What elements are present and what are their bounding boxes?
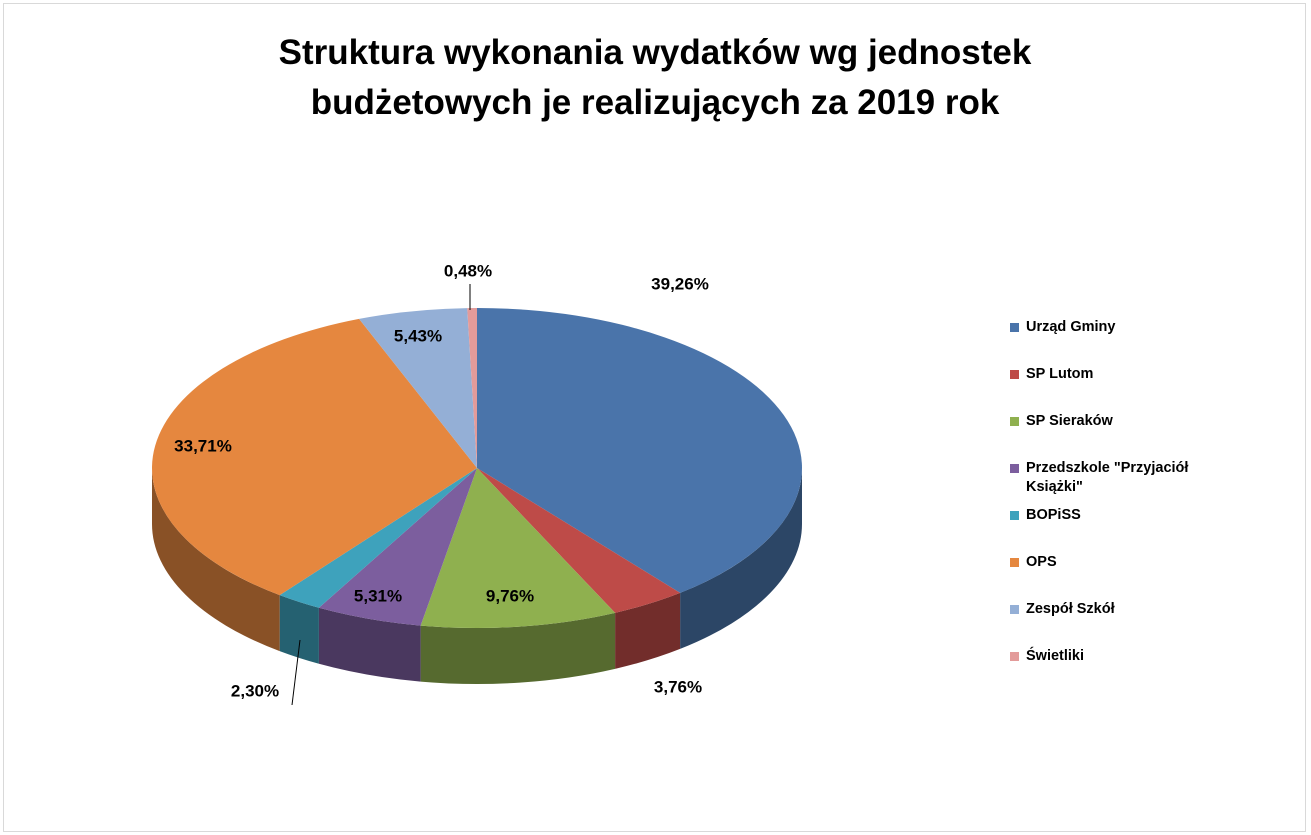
legend-label: BOPiSS bbox=[1026, 507, 1081, 523]
legend-item: Przedszkole "Przyjaciół Książki" bbox=[1010, 459, 1250, 506]
data-label: 0,48% bbox=[444, 261, 492, 280]
slice-side bbox=[680, 468, 802, 649]
legend: Urząd Gminy SP Lutom SP Sieraków Przedszkol… bbox=[1010, 318, 1250, 694]
legend-label: Zespół Szkół bbox=[1026, 601, 1115, 617]
legend-label: Świetliki bbox=[1026, 648, 1085, 664]
legend-label: OPS bbox=[1026, 554, 1057, 570]
legend-label: Urząd Gminy bbox=[1026, 319, 1116, 335]
data-label: 2,30% bbox=[231, 681, 279, 700]
chart-title: Struktura wykonania wydatków wg jednoste… bbox=[278, 33, 1032, 122]
data-label: 9,76% bbox=[486, 586, 534, 605]
legend-swatch bbox=[1010, 464, 1019, 473]
slice-side bbox=[279, 595, 319, 664]
legend-swatch bbox=[1010, 511, 1019, 520]
data-label: 3,76% bbox=[654, 677, 702, 696]
legend-item: SP Sieraków bbox=[1010, 412, 1250, 459]
legend-item: OPS bbox=[1010, 553, 1250, 600]
legend-swatch bbox=[1010, 370, 1019, 379]
slice bbox=[152, 318, 477, 596]
legend-swatch bbox=[1010, 417, 1019, 426]
slice bbox=[477, 308, 803, 593]
legend-swatch bbox=[1010, 605, 1019, 614]
slice bbox=[279, 468, 477, 608]
slice bbox=[477, 468, 681, 613]
legend-item: Świetliki bbox=[1010, 647, 1250, 694]
leader-line bbox=[291, 639, 301, 706]
slice-side bbox=[615, 592, 681, 669]
legend-swatch bbox=[1010, 558, 1019, 567]
slice-side bbox=[420, 612, 616, 685]
slice-side bbox=[318, 607, 421, 682]
data-label: 5,31% bbox=[354, 586, 402, 605]
slice bbox=[359, 308, 477, 468]
data-label: 33,71% bbox=[174, 436, 232, 455]
data-label: 5,43% bbox=[394, 326, 442, 345]
legend-swatch bbox=[1010, 323, 1019, 332]
data-label: 39,26% bbox=[651, 274, 709, 293]
legend-label: SP Sieraków bbox=[1026, 413, 1113, 429]
slice bbox=[467, 308, 477, 468]
legend-item: BOPiSS bbox=[1010, 506, 1250, 553]
legend-item: Zespół Szkół bbox=[1010, 600, 1250, 647]
legend-item: SP Lutom bbox=[1010, 365, 1250, 412]
legend-label: Przedszkole "Przyjaciół Książki" bbox=[1026, 460, 1189, 495]
slice bbox=[318, 468, 477, 626]
chart-frame bbox=[3, 3, 1306, 832]
legend-label: SP Lutom bbox=[1026, 366, 1094, 382]
slice-side bbox=[152, 468, 280, 652]
slice bbox=[420, 468, 616, 628]
legend-swatch bbox=[1010, 652, 1019, 661]
legend-item: Urząd Gminy bbox=[1010, 318, 1250, 365]
